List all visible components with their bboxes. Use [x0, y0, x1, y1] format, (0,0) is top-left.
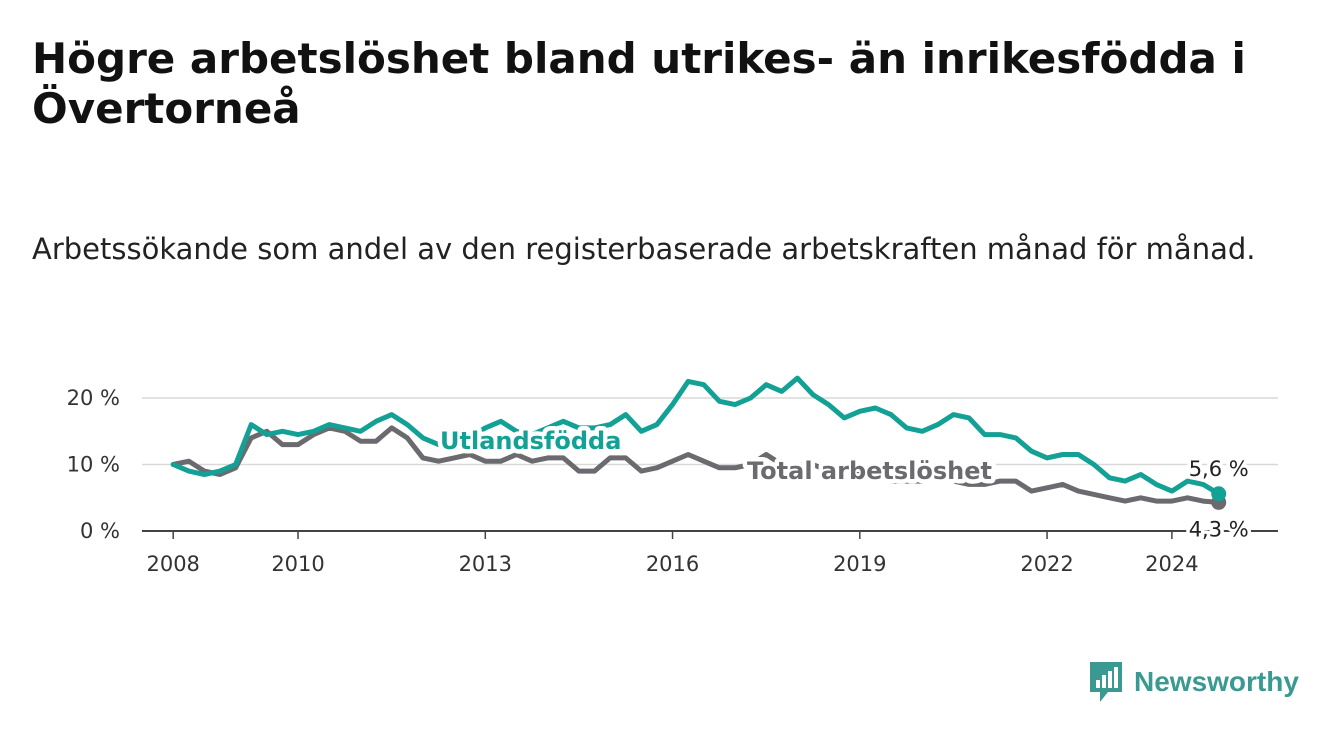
brand-logo: Newsworthy [1088, 660, 1299, 704]
x-tick-label: 2008 [146, 552, 199, 576]
chart-subtitle: Arbetssökande som andel av den registerb… [32, 232, 1256, 266]
end-value-label: 5,6 % [1189, 457, 1249, 481]
series-end-point [1211, 486, 1227, 502]
y-tick-label: 0 % [80, 519, 120, 543]
end-value-label-halo: 4,3 % [1189, 517, 1249, 541]
y-tick-label: 10 % [67, 453, 120, 477]
series-layer [170, 375, 1227, 510]
x-tick-label: 2016 [646, 552, 699, 576]
series-name-label-halo: Utlandsfödda [440, 427, 621, 455]
axis-layer: 0 % 10 % 20 % 2008 2010 2013 2016 2019 2022 2024 [67, 386, 1199, 576]
x-tick-label: 2019 [833, 552, 886, 576]
brand-name: Newsworthy [1134, 666, 1299, 697]
series-line [170, 425, 1222, 505]
bar-chart-speech-bubble-icon [1090, 662, 1122, 702]
x-tick-label: 2022 [1020, 552, 1073, 576]
x-tick-label: 2010 [271, 552, 324, 576]
chart-title: Högre arbetslöshet bland utrikes- än inr… [32, 34, 1246, 133]
series-name-label: Total arbetslöshet [747, 457, 992, 485]
y-tick-label: 20 % [67, 386, 120, 410]
line-chart: 0 %10 %20 %2008 2010 2013 2016 2019 2022 2024 … [67, 375, 1278, 576]
x-tick-label: 2013 [459, 552, 512, 576]
x-tick-label: 2024 [1145, 552, 1198, 576]
end-value-label-halo: 5,6 % [1189, 457, 1249, 481]
end-value-label: 4,3 % [1189, 517, 1249, 541]
series-name-label-halo: Total arbetslöshet [747, 457, 992, 485]
series-name-label: Utlandsfödda [440, 427, 621, 455]
series-line [170, 375, 1222, 497]
